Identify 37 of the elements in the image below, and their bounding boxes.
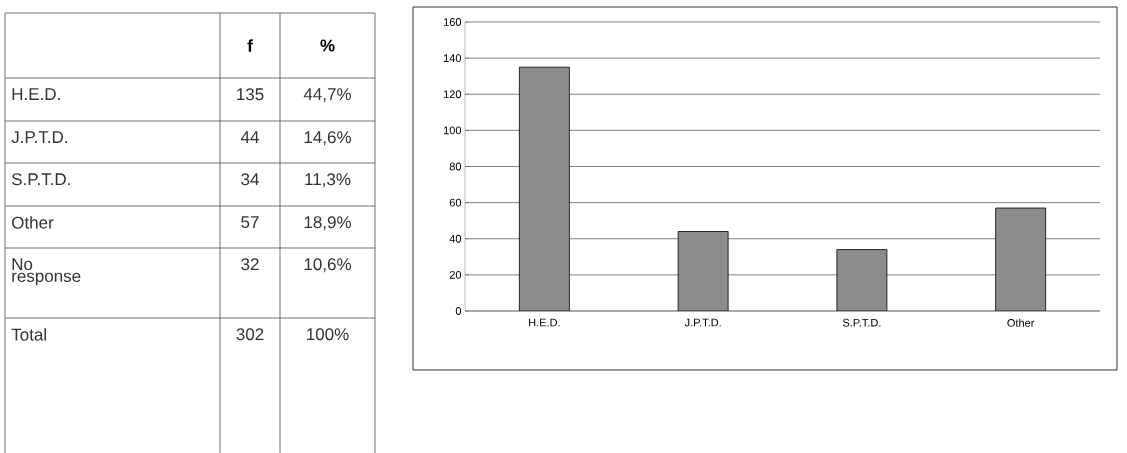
y-tick-label: 60 bbox=[449, 198, 462, 207]
data-label: 32 bbox=[241, 258, 259, 271]
data-label: 11,3% bbox=[305, 173, 351, 188]
y-tick-label: 80 bbox=[449, 162, 462, 171]
data-label: 302 bbox=[236, 328, 264, 341]
x-tick-label: S.P.T.D. bbox=[842, 318, 881, 327]
data-label: 100% bbox=[307, 328, 349, 341]
text: % bbox=[320, 39, 335, 52]
data-label: 44,7% bbox=[303, 88, 351, 102]
y-tick-label: 100 bbox=[443, 126, 462, 135]
y-tick-label: 120 bbox=[443, 90, 462, 98]
category-label: H.E.D. bbox=[12, 87, 60, 100]
y-tick-label: 160 bbox=[443, 17, 462, 26]
x-tick-label: H.E.D. bbox=[529, 318, 560, 327]
category-label: J.P.T.D. bbox=[11, 130, 67, 143]
bar bbox=[677, 230, 729, 311]
y-tick-label: 140 bbox=[443, 54, 462, 62]
data-label: 34 bbox=[241, 173, 259, 186]
data-label: 57 bbox=[241, 215, 259, 228]
bar bbox=[518, 66, 570, 311]
x-tick-label: Other bbox=[1007, 318, 1035, 327]
x-tick-label: J.P.T.D. bbox=[684, 318, 721, 327]
data-label: 18,9% bbox=[304, 216, 351, 231]
y-tick-label: 40 bbox=[449, 234, 462, 243]
category-label: Total bbox=[11, 328, 46, 341]
y-tick-label: 20 bbox=[449, 270, 462, 279]
y-tick-label: 0 bbox=[455, 306, 462, 315]
category-label: No response bbox=[12, 257, 81, 286]
data-label: 135 bbox=[237, 88, 264, 101]
category-label: S.P.T.D. bbox=[11, 173, 70, 186]
bar bbox=[995, 207, 1047, 311]
category-label: Other bbox=[12, 216, 54, 229]
data-label: 14,6% bbox=[304, 131, 351, 146]
data-label: 44 bbox=[240, 130, 259, 143]
bar bbox=[836, 248, 888, 311]
data-label: 10,6% bbox=[304, 258, 351, 273]
text: f bbox=[247, 39, 253, 52]
